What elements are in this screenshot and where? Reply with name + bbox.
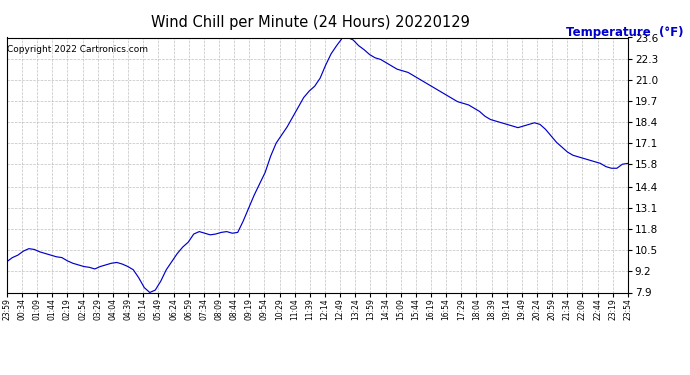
Text: Wind Chill per Minute (24 Hours) 20220129: Wind Chill per Minute (24 Hours) 2022012…	[151, 15, 470, 30]
Text: Temperature  (°F): Temperature (°F)	[566, 26, 683, 39]
Text: Copyright 2022 Cartronics.com: Copyright 2022 Cartronics.com	[7, 45, 148, 54]
